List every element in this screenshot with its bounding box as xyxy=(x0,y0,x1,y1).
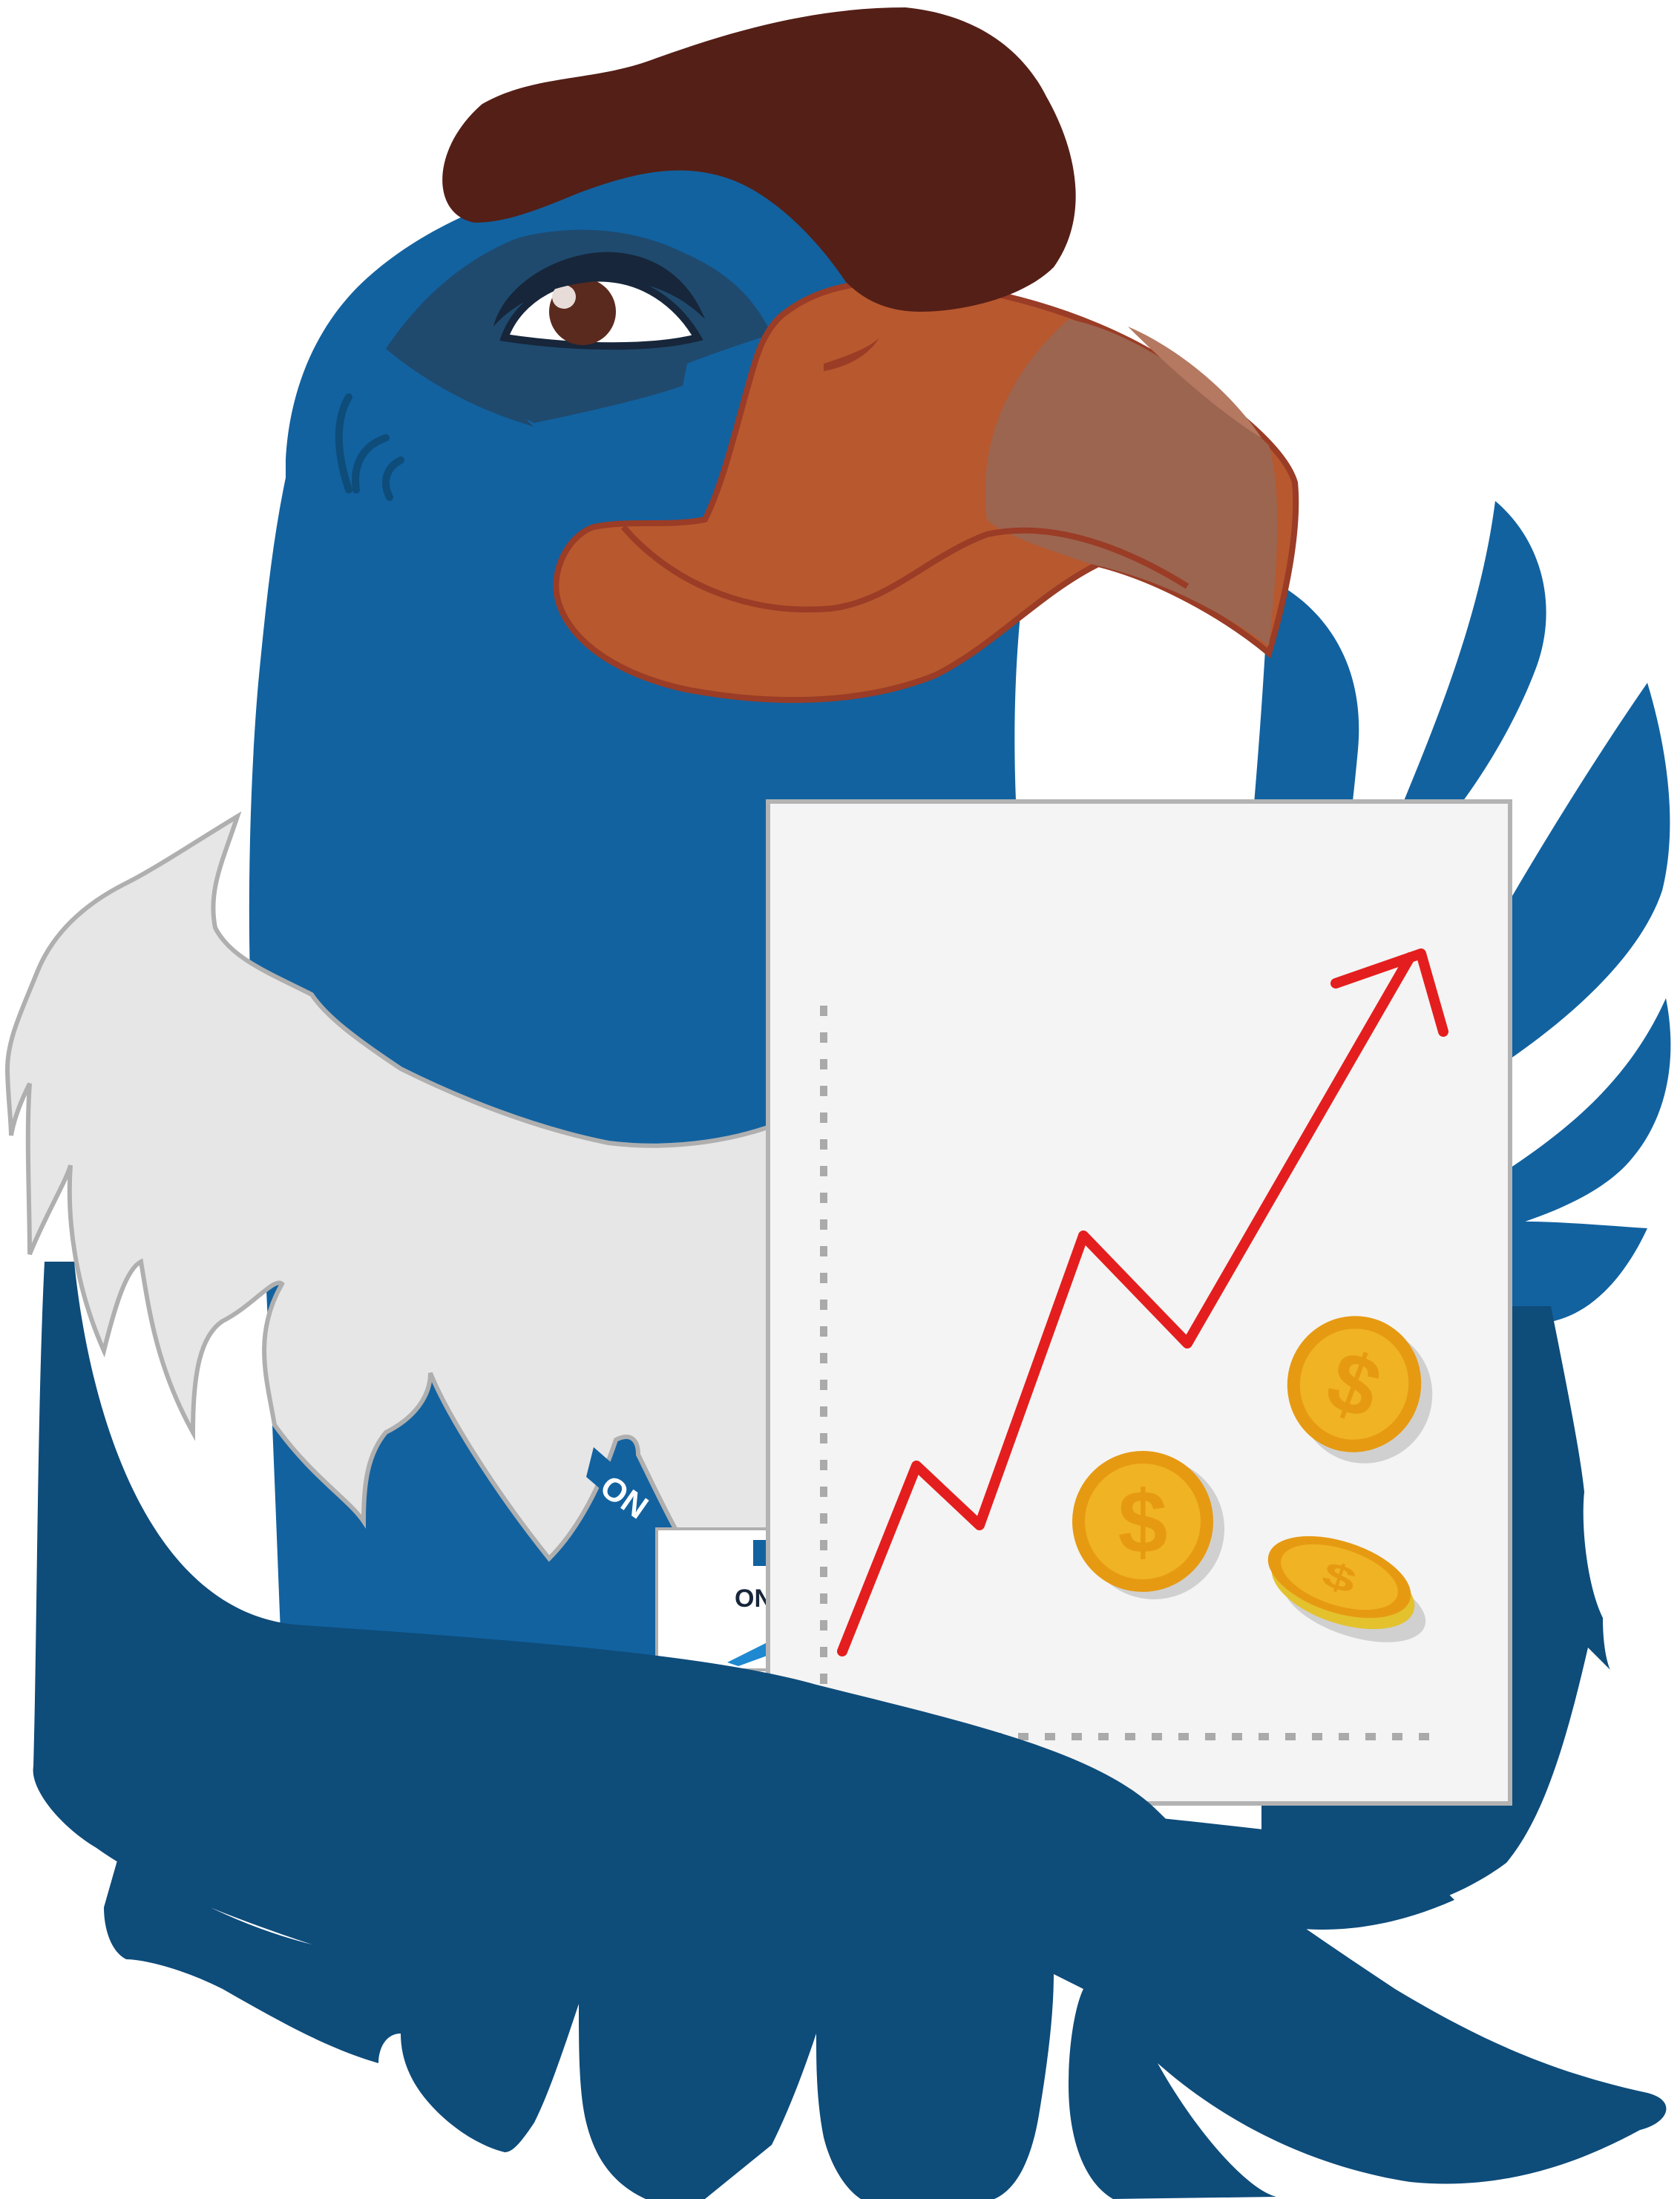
wing-feather-3 xyxy=(1432,998,1671,1232)
beak-tip xyxy=(985,319,1278,646)
trend-line xyxy=(837,952,1415,1656)
beak-mouth-line xyxy=(620,525,1190,613)
wing-feather-top xyxy=(1380,501,1546,861)
cheek-marks xyxy=(335,393,404,501)
eye xyxy=(493,252,705,350)
coin-dollar-sign-1: $ xyxy=(1118,1472,1168,1572)
eyelid xyxy=(493,252,705,327)
beak xyxy=(553,278,1299,704)
trend-arrow-head xyxy=(1330,948,1448,1037)
lower-right-feather xyxy=(1098,1811,1454,1930)
eye-highlight xyxy=(552,285,576,309)
paper xyxy=(766,799,1512,1806)
beak-tip-shine xyxy=(1128,327,1261,438)
badge-blue-strip xyxy=(586,1447,653,1521)
coin-1: $ xyxy=(1072,1451,1224,1599)
coin-3: $ xyxy=(1267,1536,1426,1642)
chest-feathers xyxy=(4,811,804,1614)
hat xyxy=(442,7,1076,312)
growth-chart-paper: $ $ $ xyxy=(766,799,1512,1806)
coin-2: $ xyxy=(1287,1316,1433,1464)
front-wing xyxy=(33,1262,1667,2199)
eye-mask-lower xyxy=(386,349,690,423)
nostril xyxy=(824,338,879,371)
